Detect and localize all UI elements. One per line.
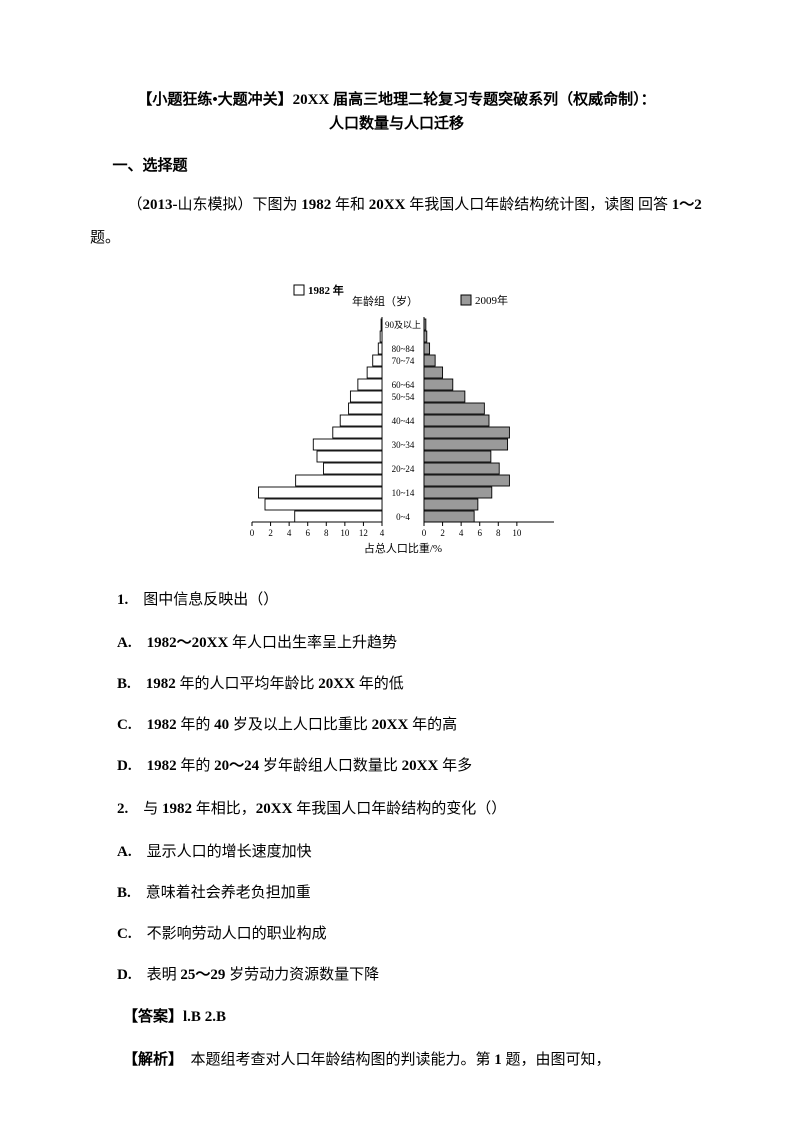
svg-text:60~64: 60~64 [391,380,414,390]
answer: 【答案】l.B 2.B [90,1003,703,1032]
q1-option-a: A. 1982〜20XX 年人口出生率呈上升趋势 [90,630,703,657]
svg-text:4: 4 [379,528,384,538]
title-line-1: 【小题狂练•大题冲关】20XX 届高三地理二轮复习专题突破系列（权威命制）： [137,92,655,108]
q2-option-d: D. 表明 25〜29 岁劳动力资源数量下降 [90,962,703,989]
svg-text:4: 4 [286,528,291,538]
svg-text:8: 8 [324,528,329,538]
doc-title: 【小题狂练•大题冲关】20XX 届高三地理二轮复习专题突破系列（权威命制）： 人… [90,88,703,136]
title-line-2: 人口数量与人口迁移 [329,116,464,132]
q2-option-b: B. 意味着社会养老负担加重 [90,880,703,907]
svg-text:6: 6 [477,528,482,538]
svg-text:50~54: 50~54 [391,392,414,402]
section-header: 一、选择题 [90,154,703,175]
svg-text:2: 2 [440,528,445,538]
q1-option-d: D. 1982 年的 20〜24 岁年龄组人口数量比 20XX 年多 [90,753,703,780]
svg-text:4: 4 [458,528,463,538]
svg-text:20~24: 20~24 [391,464,414,474]
svg-text:80~84: 80~84 [391,344,414,354]
svg-text:0: 0 [249,528,254,538]
svg-text:30~34: 30~34 [391,440,414,450]
svg-text:0: 0 [421,528,426,538]
svg-text:10~14: 10~14 [391,488,414,498]
svg-text:40~44: 40~44 [391,416,414,426]
svg-text:70~74: 70~74 [391,356,414,366]
svg-text:年龄组（岁）: 年龄组（岁） [352,294,418,308]
svg-text:6: 6 [305,528,310,538]
explanation: 【解析】 本题组考查对人口年龄结构图的判读能力。第 1 题，由图可知， [90,1046,703,1075]
population-pyramid-chart: 1982 年年龄组（岁） 2009年 90及以上 80~84 70~74 60~64 50~… [90,279,703,559]
intro-text: （2013-山东模拟）下图为 1982 年和 20XX 年我国人口年龄结构统计图… [90,189,703,255]
svg-text:0~4: 0~4 [396,512,410,522]
svg-text:占总人口比重/%: 占总人口比重/% [363,541,441,555]
svg-text:90及以上: 90及以上 [384,320,420,330]
svg-text:8: 8 [496,528,501,538]
svg-text:12: 12 [358,528,367,538]
q1-option-b: B. 1982 年的人口平均年龄比 20XX 年的低 [90,671,703,698]
svg-text:10: 10 [512,528,522,538]
q1-option-c: C. 1982 年的 40 岁及以上人口比重比 20XX 年的高 [90,712,703,739]
q2-option-a: A. 显示人口的增长速度加快 [90,839,703,866]
svg-text:1982 年: 1982 年 [308,283,344,297]
question-1: 1. 图中信息反映出（） [90,587,703,614]
svg-text:10: 10 [340,528,350,538]
pyramid-svg: 1982 年年龄组（岁） 2009年 90及以上 80~84 70~74 60~64 50~… [232,279,562,559]
q2-option-c: C. 不影响劳动人口的职业构成 [90,921,703,948]
svg-text:2: 2 [268,528,273,538]
question-2: 2. 与 1982 年相比，20XX 年我国人口年龄结构的变化（） [90,796,703,823]
svg-text:2009年: 2009年 [475,293,508,307]
